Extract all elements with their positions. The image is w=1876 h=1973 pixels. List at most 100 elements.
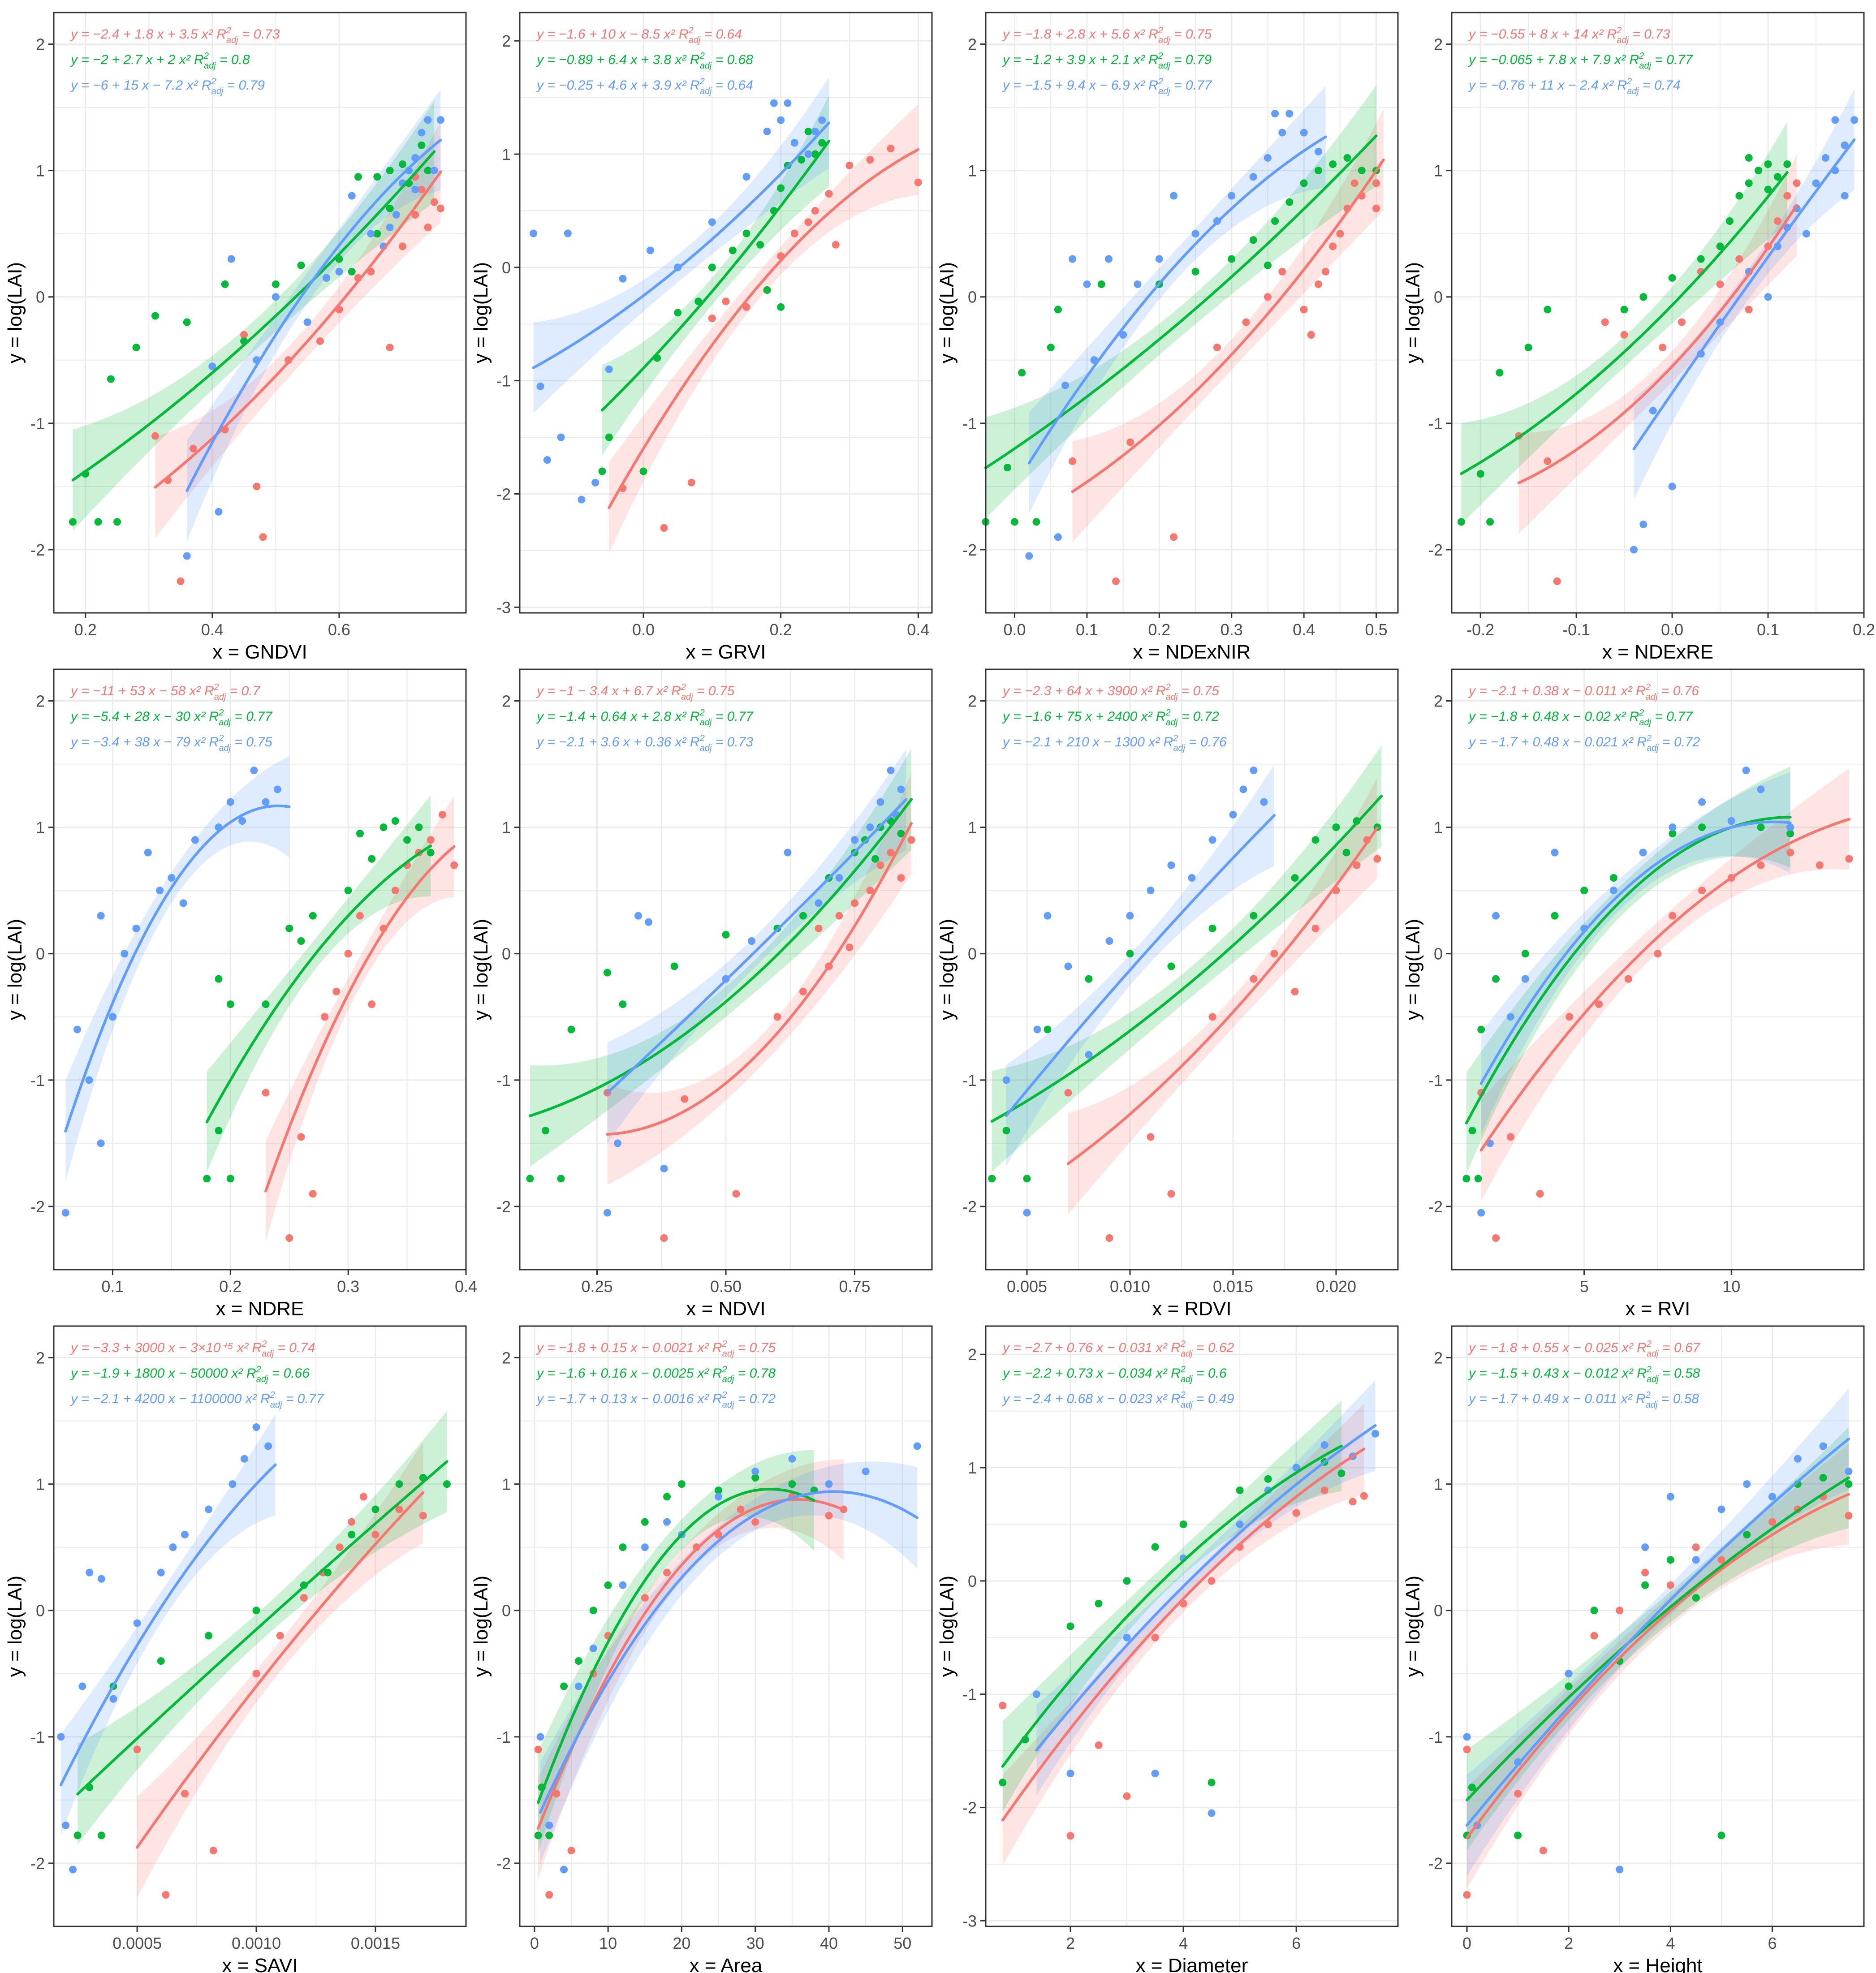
data-point-series-3 (1669, 823, 1677, 831)
r-squared-symbol: R (1637, 1340, 1647, 1355)
data-point-series-3 (851, 836, 858, 844)
data-point-series-3 (1692, 1556, 1700, 1564)
y-tick-label: -1 (1428, 414, 1443, 433)
data-point-series-2 (1271, 217, 1279, 225)
panel-border (1451, 668, 1865, 1271)
data-point-series-3 (181, 1530, 189, 1538)
data-point-series-1 (552, 1790, 561, 1798)
data-point-series-1 (1666, 1581, 1674, 1589)
data-point-series-3 (303, 318, 311, 326)
data-point-series-1 (1123, 1792, 1131, 1800)
data-point-series-2 (1285, 198, 1294, 206)
data-point-series-2 (674, 309, 682, 317)
data-point-series-1 (914, 178, 922, 186)
data-point-series-2 (1755, 167, 1763, 175)
data-point-series-3 (205, 1505, 213, 1513)
data-point-series-2 (1565, 1682, 1573, 1690)
r-squared-value: = 0.74 (274, 1340, 315, 1355)
r-squared-subscript: adj (1646, 1400, 1658, 1410)
data-point-series-1 (252, 1670, 260, 1678)
confidence-band-series-2 (1467, 1427, 1849, 1851)
r-squared-value: = 0.62 (1193, 1340, 1234, 1355)
x-tick-label: 0.2 (1853, 620, 1875, 639)
data-point-series-3 (557, 433, 565, 441)
data-point-series-2 (354, 173, 362, 181)
r-squared-symbol: R (712, 1366, 722, 1381)
data-point-series-1 (356, 912, 364, 920)
r-squared-exponent: 2 (1158, 26, 1163, 35)
r-squared-subscript: adj (700, 743, 712, 753)
data-point-series-2 (589, 1607, 597, 1615)
data-point-series-2 (1457, 518, 1465, 526)
x-tick-label: 0.0 (1661, 620, 1683, 639)
panel-7: y = −2.3 + 64 x + 3900 x² R2 adj = 0.75y … (936, 668, 1399, 1320)
data-point-series-2 (1054, 306, 1062, 314)
y-tick-label: 1 (36, 162, 45, 180)
data-point-series-3 (543, 456, 551, 464)
r-squared-symbol: R (204, 684, 214, 698)
data-point-series-1 (262, 1089, 270, 1097)
y-tick-label: -2 (1428, 541, 1443, 559)
data-point-series-3 (1764, 293, 1772, 301)
r-squared-subscript: adj (262, 1349, 274, 1359)
data-point-series-3 (1743, 1480, 1751, 1488)
data-point-series-2 (799, 912, 807, 920)
r-squared-symbol: R (712, 1340, 722, 1355)
data-point-series-3 (97, 912, 105, 920)
y-tick-label: -2 (496, 1198, 511, 1216)
data-point-series-3 (323, 274, 331, 282)
data-point-series-1 (660, 524, 668, 532)
data-point-series-1 (1669, 912, 1677, 920)
r-squared-symbol: R (690, 735, 700, 750)
data-point-series-1 (1716, 280, 1724, 289)
y-tick-label: 0 (968, 288, 977, 306)
x-tick-label: 0.1 (1757, 620, 1779, 639)
panel-2: y = −1.6 + 10 x − 8.5 x² R2 adj = 0.64y =… (470, 12, 933, 663)
data-point-series-1 (427, 836, 435, 844)
data-point-series-1 (1698, 887, 1706, 895)
data-point-series-3 (835, 874, 843, 882)
data-point-series-3 (227, 255, 235, 263)
data-point-series-3 (238, 817, 246, 825)
r-squared-exponent: 2 (688, 26, 694, 35)
data-point-series-2 (415, 823, 423, 831)
r-squared-subscript: adj (1158, 35, 1170, 45)
fit-line-series-1 (1071, 158, 1385, 493)
data-point-series-3 (784, 849, 792, 857)
data-point-series-2 (1337, 1469, 1346, 1478)
data-point-series-3 (78, 1682, 86, 1690)
data-point-series-2 (391, 817, 399, 825)
y-tick-label: 0 (1434, 288, 1443, 306)
data-point-series-1 (1069, 457, 1077, 465)
r-squared-value: = 0.75 (693, 684, 735, 698)
r-squared-value: = 0.73 (1629, 27, 1670, 42)
data-point-series-3 (589, 1644, 597, 1652)
data-point-series-2 (1126, 950, 1134, 958)
r-squared-exponent: 2 (1180, 1339, 1186, 1349)
data-point-series-1 (1692, 1543, 1700, 1551)
data-point-series-3 (1314, 147, 1322, 155)
data-point-series-3 (229, 1480, 237, 1488)
r-squared-symbol: R (260, 1391, 270, 1406)
data-point-series-1 (395, 1505, 403, 1513)
confidence-band-series-3 (533, 78, 829, 413)
confidence-band-series-2 (78, 1411, 447, 1845)
confidence-band-series-1 (1002, 1404, 1364, 1865)
data-point-series-2 (424, 167, 432, 175)
x-tick-label: 0.0005 (112, 1934, 162, 1952)
r-squared-symbol: R (1171, 1391, 1181, 1406)
data-point-series-2 (1698, 823, 1706, 831)
data-point-series-3 (1812, 179, 1820, 187)
data-point-series-3 (335, 267, 343, 276)
data-point-series-3 (1066, 1770, 1074, 1778)
panel-background (520, 13, 932, 613)
data-point-series-1 (663, 1568, 671, 1577)
data-point-series-1 (1336, 230, 1344, 238)
data-point-series-3 (348, 192, 356, 200)
x-tick-label: 0.0 (632, 620, 655, 639)
data-point-series-2 (1486, 518, 1494, 526)
fit-line-series-2 (71, 150, 436, 482)
data-point-series-2 (534, 1831, 542, 1839)
data-point-series-1 (386, 344, 394, 352)
data-point-series-2 (871, 855, 879, 863)
